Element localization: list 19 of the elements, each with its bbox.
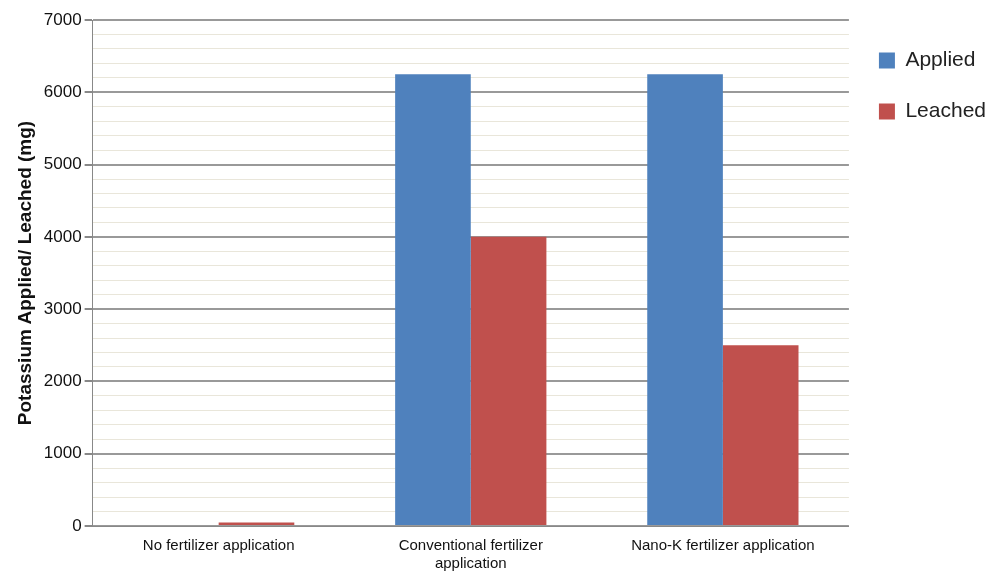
y-axis-title: Potassium Applied/ Leached (mg) xyxy=(13,120,35,426)
y-tick-label: 7000 xyxy=(43,9,82,29)
bar xyxy=(395,74,471,525)
y-tick-label: 4000 xyxy=(43,226,82,246)
bar xyxy=(218,522,295,525)
legend-label: Leached xyxy=(905,98,986,122)
y-tick-label: 3000 xyxy=(43,298,82,318)
bar xyxy=(722,345,799,525)
y-tick-label: 5000 xyxy=(43,154,82,174)
x-tick-label: No fertilizer application xyxy=(142,536,295,554)
x-tick-label: Conventional fertilizer application xyxy=(398,536,543,572)
y-tick-label: 6000 xyxy=(43,81,82,101)
legend-label: Applied xyxy=(905,47,976,71)
y-tick-label: 1000 xyxy=(43,443,82,463)
bar xyxy=(647,74,723,525)
y-tick-label: 0 xyxy=(72,515,82,535)
y-tick-label: 2000 xyxy=(43,371,82,391)
bar xyxy=(470,236,547,525)
x-tick-label: Nano-K fertilizer application xyxy=(631,536,815,554)
